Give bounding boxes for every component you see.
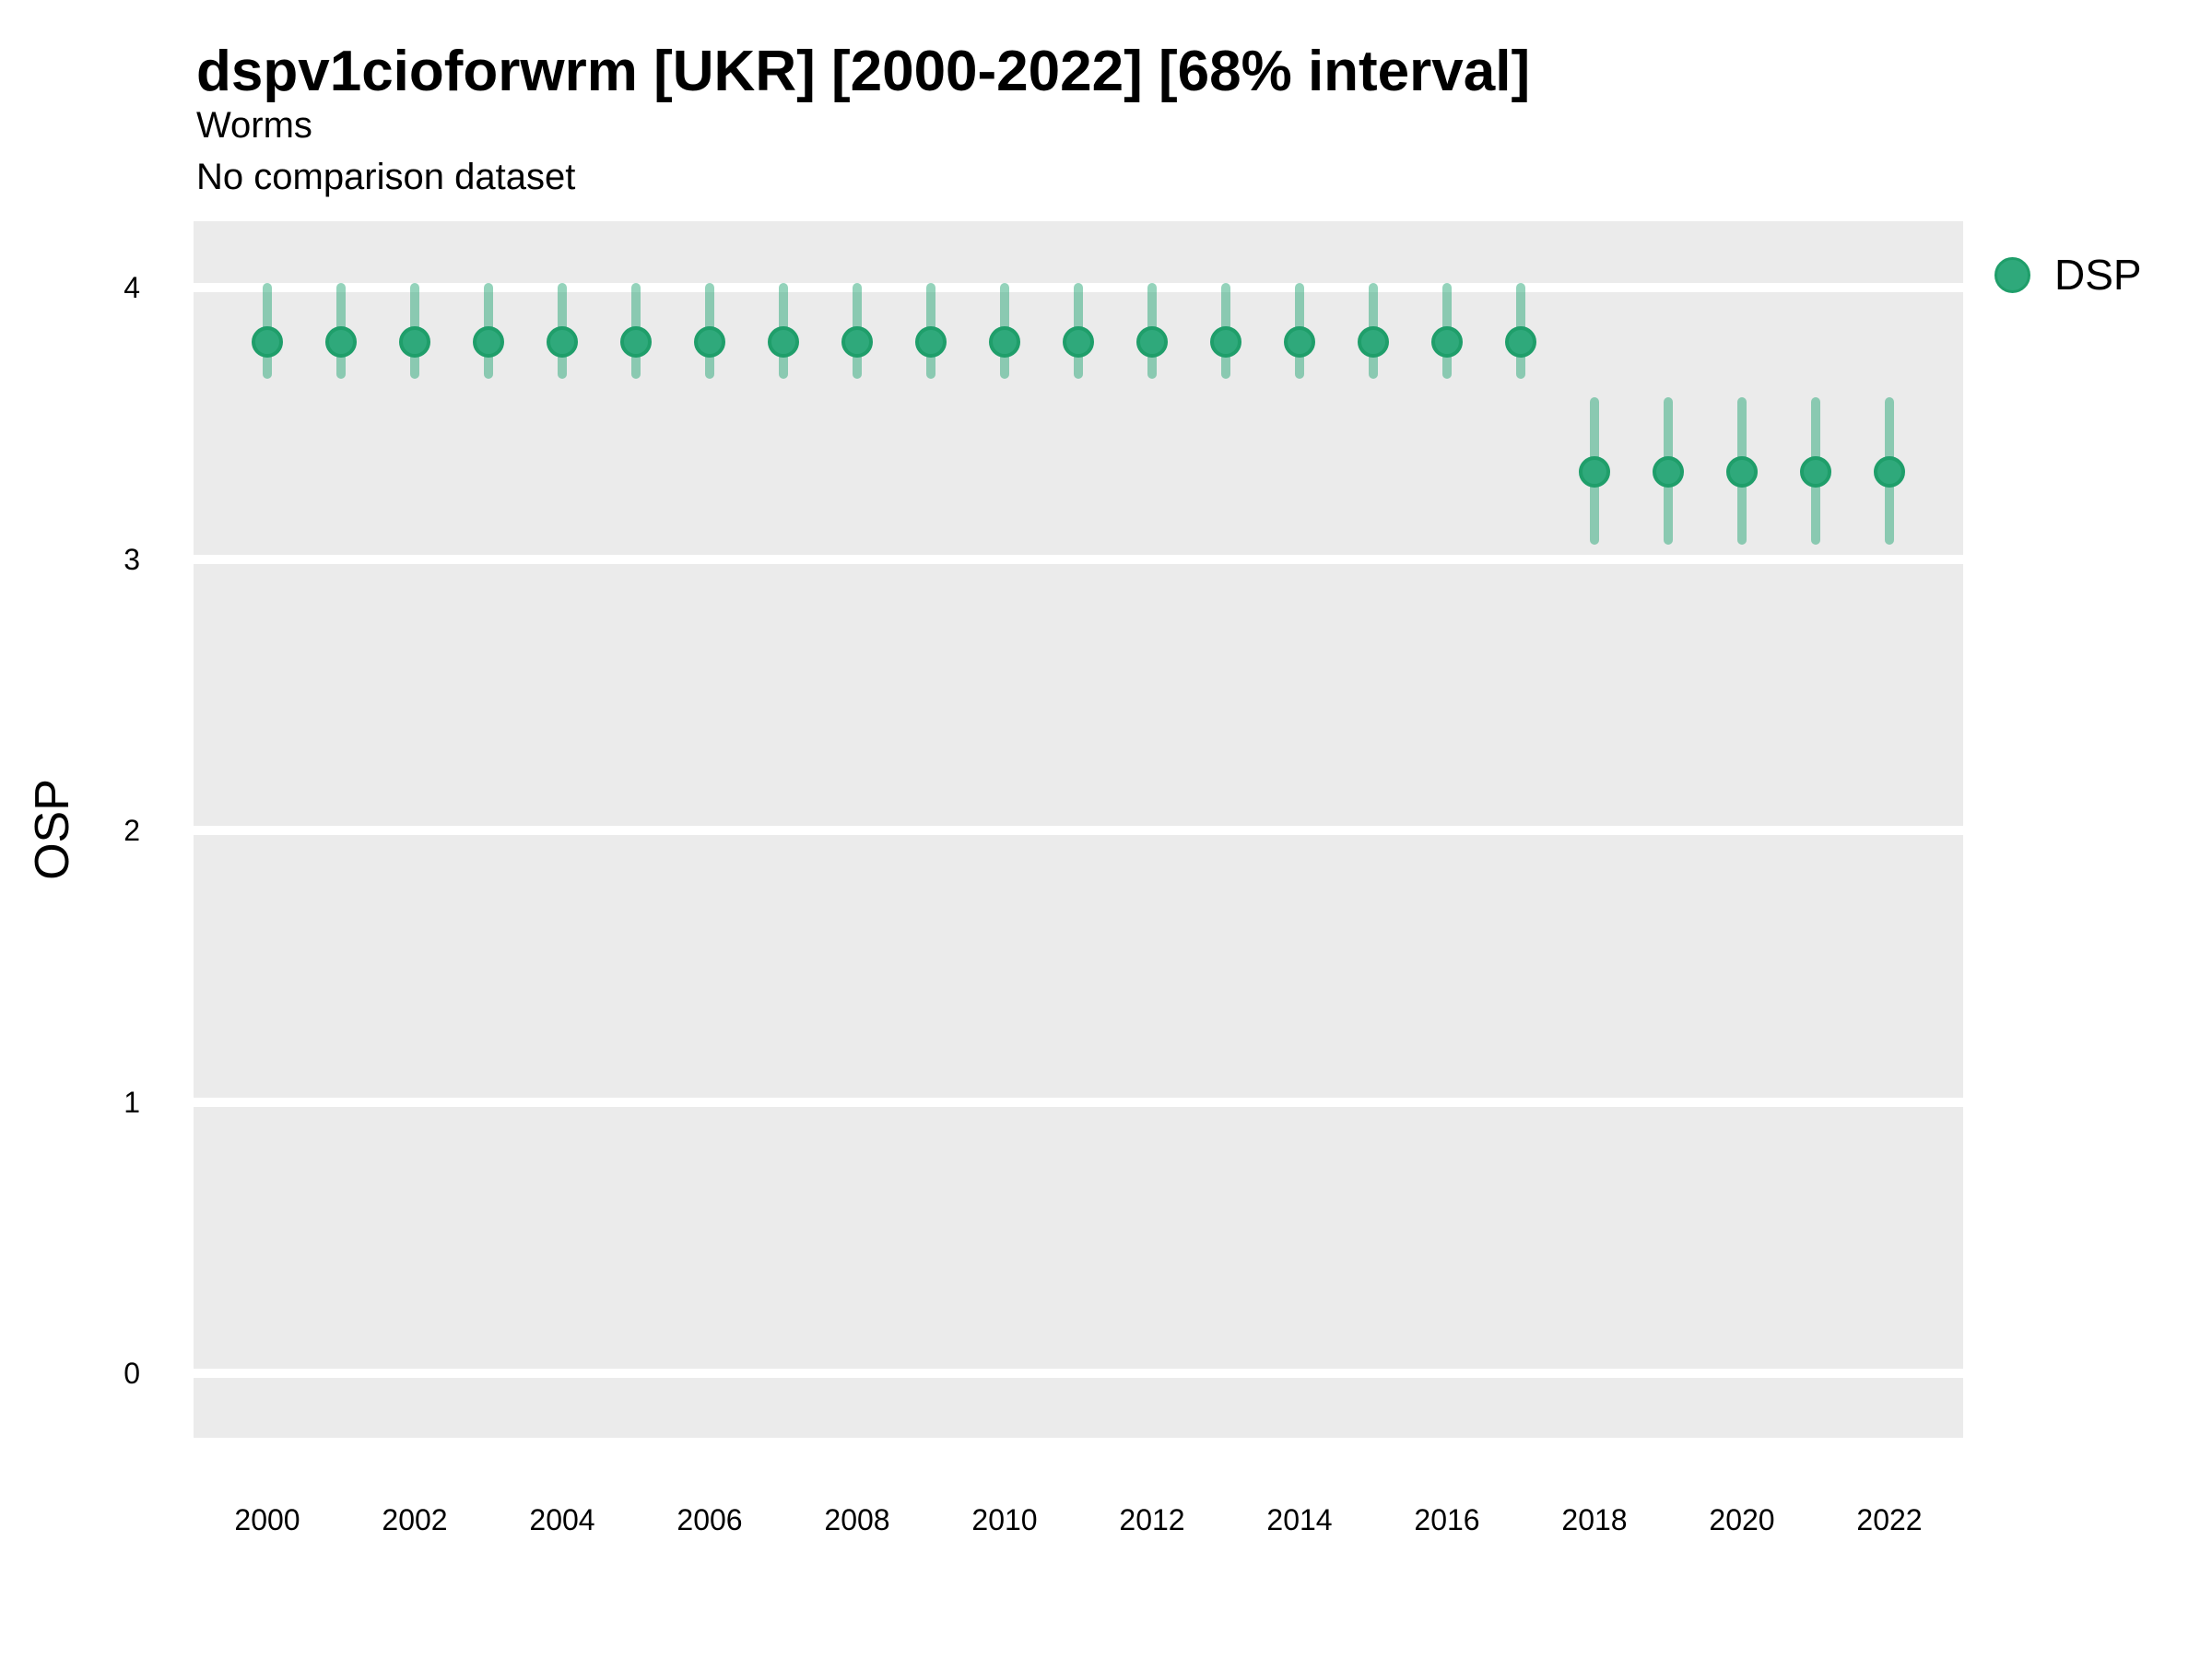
y-tick-4: 4	[124, 271, 140, 304]
point-2018	[1579, 456, 1610, 488]
x-tick-2012: 2012	[1119, 1503, 1185, 1536]
x-tick-2020: 2020	[1709, 1503, 1775, 1536]
x-tick-2004: 2004	[529, 1503, 595, 1536]
chart-subtitle-line2: No comparison dataset	[196, 157, 576, 197]
point-2001	[325, 325, 357, 358]
point-2003	[473, 325, 504, 358]
chart-title: dspv1cioforwrm [UKR] [2000-2022] [68% in…	[196, 40, 1531, 103]
x-tick-2008: 2008	[824, 1503, 890, 1536]
chart-subtitle-line1: Worms	[196, 105, 312, 146]
point-2019	[1653, 456, 1684, 488]
point-2017	[1505, 325, 1536, 358]
y-tick-3: 3	[124, 542, 140, 576]
point-2000	[252, 325, 283, 358]
legend-label-dsp: DSP	[2054, 251, 2142, 299]
gridline-y-2	[194, 826, 1963, 835]
point-2014	[1284, 325, 1315, 358]
point-2008	[841, 325, 873, 358]
point-2005	[620, 325, 652, 358]
x-tick-2014: 2014	[1266, 1503, 1333, 1536]
point-2007	[768, 325, 799, 358]
x-tick-2006: 2006	[677, 1503, 743, 1536]
x-tick-2022: 2022	[1856, 1503, 1923, 1536]
point-2002	[399, 325, 430, 358]
point-2011	[1063, 325, 1094, 358]
y-tick-2: 2	[124, 814, 140, 847]
point-2016	[1431, 325, 1463, 358]
x-tick-2002: 2002	[382, 1503, 448, 1536]
x-tick-2000: 2000	[234, 1503, 300, 1536]
x-tick-2016: 2016	[1414, 1503, 1480, 1536]
legend: DSP	[1994, 253, 2142, 297]
legend-point-icon	[1994, 256, 2030, 293]
point-2013	[1210, 325, 1241, 358]
point-2015	[1358, 325, 1389, 358]
y-tick-1: 1	[124, 1085, 140, 1119]
point-2009	[915, 325, 947, 358]
point-2021	[1800, 456, 1831, 488]
point-2004	[547, 325, 578, 358]
x-tick-2010: 2010	[971, 1503, 1038, 1536]
point-2006	[694, 325, 725, 358]
plot-panel	[194, 221, 1963, 1438]
gridline-y-1	[194, 1097, 1963, 1107]
gridline-y-3	[194, 554, 1963, 564]
point-2012	[1136, 325, 1168, 358]
x-tick-2018: 2018	[1561, 1503, 1628, 1536]
gridline-y-0	[194, 1369, 1963, 1378]
y-tick-0: 0	[124, 1357, 140, 1390]
point-2022	[1874, 456, 1905, 488]
point-2020	[1726, 456, 1758, 488]
point-2010	[989, 325, 1020, 358]
